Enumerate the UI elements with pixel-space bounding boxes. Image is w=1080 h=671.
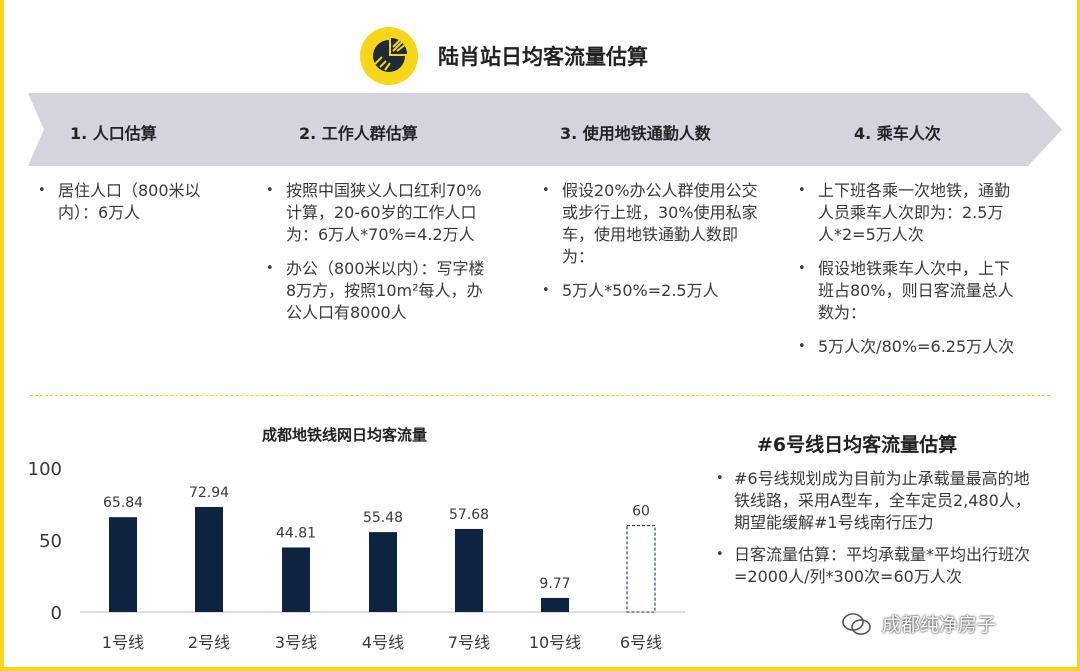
bottom-accent-border — [0, 667, 1080, 671]
step-2-bullet: 办公（800米以内）：写字楼8万方，按照10m²每人，办公人口有8000人 — [262, 258, 486, 324]
step-4-bullet: 假设地铁乘车人次中，上下班占80%，则日客流量总人数为： — [794, 258, 1018, 324]
page-title: 陆肖站日均客流量估算 — [438, 45, 648, 69]
data-label: 9.77 — [539, 576, 570, 592]
step-3-content: 假设20%办公人群使用公交或步行上班，30%使用私家车，使用地铁通勤人数即为： … — [538, 180, 762, 314]
data-label: 65.84 — [103, 495, 143, 511]
bar-estimated — [626, 525, 656, 613]
watermark: 成都纯净房子 — [842, 610, 996, 637]
line6-estimate-content: #6号线规划成为目前为止承载量最高的地铁线路，采用A型车，全车定员2,480人，… — [712, 468, 1032, 598]
data-label: 55.48 — [363, 510, 403, 526]
left-accent-border — [0, 0, 4, 671]
y-tick-label: 0 — [51, 603, 62, 624]
y-tick-label: 100 — [28, 459, 62, 480]
step-4-content: 上下班各乘一次地铁，通勤人员乘车人次即为：2.5万人*2=5万人次 假设地铁乘车… — [794, 180, 1018, 370]
step-1-bullet: 居住人口（800米以内）：6万人 — [34, 180, 204, 224]
category-label: 6号线 — [620, 633, 662, 652]
step-1-title: 1. 人口估算 — [70, 124, 157, 143]
ridership-bar-chart: 0 50 100 65.84 1号线 72.94 2号线 44.81 3号线 55.48 4号线 57… — [28, 459, 685, 652]
bar — [195, 506, 223, 612]
data-label: 60 — [632, 504, 650, 520]
y-tick-label: 50 — [39, 531, 62, 552]
category-label: 2号线 — [188, 633, 230, 652]
step-4-bullet: 5万人次/80%=6.25万人次 — [794, 336, 1018, 358]
category-label: 10号线 — [529, 633, 581, 652]
category-label: 3号线 — [275, 633, 317, 652]
category-label: 1号线 — [102, 633, 144, 652]
step-4-title: 4. 乘车人次 — [854, 124, 941, 143]
step-2-title: 2. 工作人群估算 — [299, 124, 418, 143]
chart-title: 成都地铁线网日均客流量 — [262, 426, 428, 444]
category-label: 7号线 — [448, 633, 490, 652]
bar — [455, 528, 483, 612]
bar — [369, 532, 397, 612]
category-label: 4号线 — [362, 633, 404, 652]
section-divider — [30, 395, 1050, 396]
data-label: 44.81 — [276, 525, 316, 541]
step-2-bullet: 按照中国狭义人口红利70%计算，20-60岁的工作人口为：6万人*70%=4.2… — [262, 180, 486, 246]
step-1-content: 居住人口（800米以内）：6万人 — [34, 180, 204, 236]
line6-estimate-title: #6号线日均客流量估算 — [757, 434, 958, 456]
step-2-content: 按照中国狭义人口红利70%计算，20-60岁的工作人口为：6万人*70%=4.2… — [262, 180, 486, 336]
watermark-text: 成都纯净房子 — [882, 614, 997, 636]
data-label: 72.94 — [189, 485, 229, 501]
bar — [109, 517, 137, 612]
step-4-bullet: 上下班各乘一次地铁，通勤人员乘车人次即为：2.5万人*2=5万人次 — [794, 180, 1018, 246]
wechat-icon — [842, 612, 871, 635]
right-accent-border — [1077, 0, 1080, 671]
step-3-bullet: 5万人*50%=2.5万人 — [538, 280, 762, 302]
pie-chart-icon — [360, 27, 418, 85]
step-3-title: 3. 使用地铁通勤人数 — [560, 124, 711, 143]
page-header: 陆肖站日均客流量估算 — [360, 26, 648, 86]
bar — [282, 547, 310, 612]
bar — [541, 597, 569, 612]
line6-bullet: 日客流量估算：平均承载量*平均出行班次=2000人/列*300次=60万人次 — [712, 544, 1032, 588]
data-label: 57.68 — [449, 507, 489, 523]
line6-bullet: #6号线规划成为目前为止承载量最高的地铁线路，采用A型车，全车定员2,480人，… — [712, 468, 1032, 534]
step-3-bullet: 假设20%办公人群使用公交或步行上班，30%使用私家车，使用地铁通勤人数即为： — [538, 180, 762, 268]
process-banner — [28, 93, 1062, 166]
